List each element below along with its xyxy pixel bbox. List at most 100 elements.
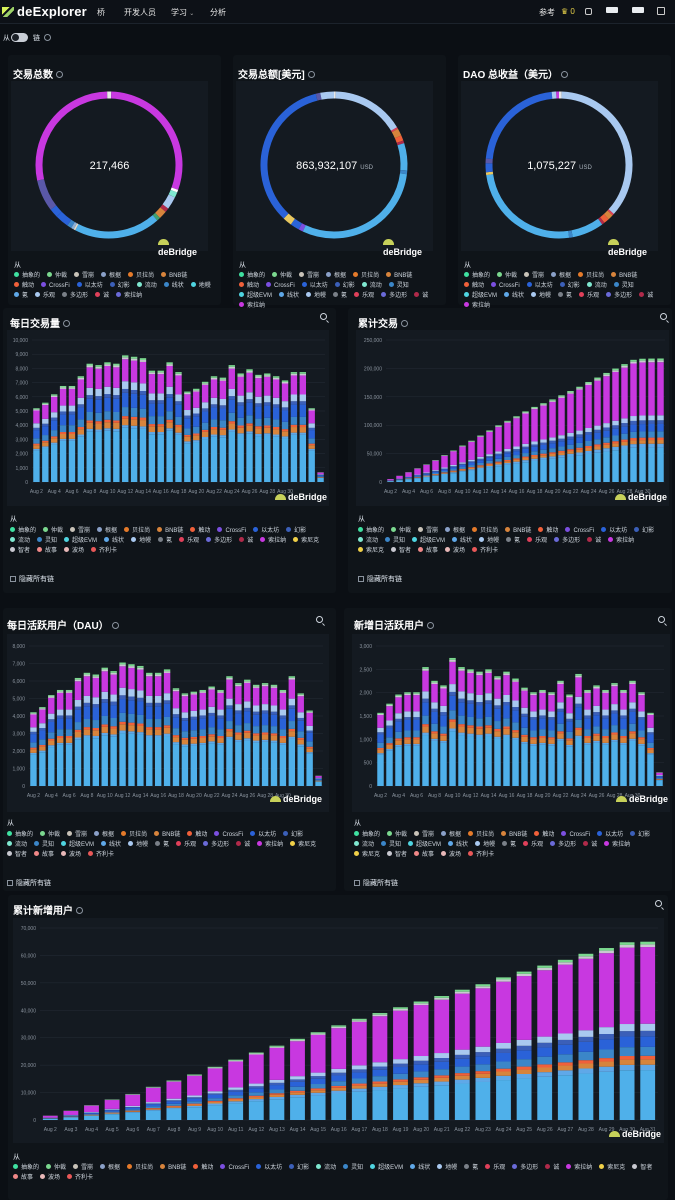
bar-segment[interactable] (351, 1083, 367, 1086)
bar-segment[interactable] (252, 733, 260, 736)
bar-segment[interactable] (486, 464, 493, 467)
donut-slice[interactable] (600, 214, 609, 223)
bar-segment[interactable] (619, 1064, 635, 1071)
bar-segment[interactable] (486, 460, 493, 464)
bar-segment[interactable] (63, 1110, 79, 1115)
bar-segment[interactable] (593, 688, 600, 706)
legend-item[interactable]: 根据 (441, 830, 461, 840)
bar-segment[interactable] (228, 1095, 244, 1099)
bar-segment[interactable] (65, 729, 73, 737)
bar-segment[interactable] (612, 425, 619, 429)
bar-segment[interactable] (549, 399, 556, 401)
bar-segment[interactable] (207, 1068, 223, 1092)
bar-segment[interactable] (290, 401, 298, 405)
bar-segment[interactable] (351, 1091, 367, 1120)
bar-segment[interactable] (187, 1095, 202, 1098)
bar-segment[interactable] (475, 1081, 491, 1120)
bar-segment[interactable] (537, 1047, 553, 1057)
bar-segment[interactable] (620, 718, 627, 730)
bar-segment[interactable] (575, 675, 582, 678)
bar-segment[interactable] (558, 452, 565, 456)
bar-segment[interactable] (279, 736, 287, 738)
bar-segment[interactable] (137, 734, 144, 786)
bar-segment[interactable] (310, 1095, 326, 1120)
legend-item[interactable]: 故事 (37, 546, 57, 556)
bar-segment[interactable] (621, 433, 628, 440)
bar-segment[interactable] (261, 741, 269, 786)
bar-segment[interactable] (648, 437, 655, 441)
bar-segment[interactable] (83, 727, 91, 730)
bar-segment[interactable] (130, 358, 138, 361)
bar-segment[interactable] (449, 695, 456, 711)
bar-segment[interactable] (42, 435, 49, 441)
bar-segment[interactable] (184, 428, 191, 435)
bar-segment[interactable] (516, 1039, 532, 1046)
bar-segment[interactable] (104, 1100, 120, 1109)
hide-checkbox[interactable] (7, 880, 13, 886)
bar-segment[interactable] (306, 711, 313, 713)
bar-segment[interactable] (621, 449, 628, 482)
bar-segment[interactable] (485, 703, 492, 717)
bar-segment[interactable] (308, 408, 315, 410)
bar-segment[interactable] (377, 734, 384, 743)
legend-item[interactable]: 雪崩 (524, 271, 544, 281)
bar-segment[interactable] (113, 431, 120, 482)
bar-segment[interactable] (125, 1109, 141, 1111)
legend-item[interactable]: 多边形 (606, 291, 632, 301)
bar-segment[interactable] (477, 458, 484, 461)
bar-segment[interactable] (145, 1106, 161, 1109)
legend-item[interactable]: 仲裁 (46, 1163, 66, 1173)
bar-segment[interactable] (619, 1047, 635, 1057)
bar-segment[interactable] (486, 431, 493, 455)
bar-segment[interactable] (593, 733, 600, 736)
bar-segment[interactable] (110, 736, 117, 786)
bar-segment[interactable] (104, 428, 111, 431)
legend-item[interactable]: 多边形 (62, 291, 88, 301)
bar-segment[interactable] (458, 726, 465, 733)
hide-all-chains[interactable]: 隐藏所有链 (358, 574, 402, 584)
bar-segment[interactable] (516, 1074, 532, 1079)
bar-segment[interactable] (486, 466, 493, 468)
bar-segment[interactable] (270, 735, 278, 741)
nav-link-developers[interactable]: 开发人员 (124, 8, 156, 17)
bar-segment[interactable] (255, 376, 262, 379)
bar-segment[interactable] (310, 1034, 326, 1073)
bar-segment[interactable] (449, 659, 456, 662)
bar-segment[interactable] (593, 740, 600, 743)
bar-segment[interactable] (110, 728, 117, 735)
bar-segment[interactable] (83, 729, 91, 736)
bar-segment[interactable] (255, 433, 262, 437)
bar-segment[interactable] (270, 684, 278, 687)
bar-segment[interactable] (431, 723, 438, 732)
bar-segment[interactable] (63, 1115, 79, 1117)
bar-segment[interactable] (557, 1070, 573, 1076)
bar-segment[interactable] (30, 754, 37, 786)
bar-segment[interactable] (56, 691, 64, 693)
bar-segment[interactable] (51, 417, 58, 421)
info-icon[interactable] (401, 320, 408, 327)
legend-item[interactable]: 智者 (10, 546, 30, 556)
bar-segment[interactable] (495, 464, 502, 467)
bar-segment[interactable] (235, 710, 242, 714)
bar-segment[interactable] (539, 709, 546, 716)
bar-segment[interactable] (310, 1090, 326, 1093)
bar-segment[interactable] (531, 444, 538, 447)
bar-segment[interactable] (217, 737, 224, 743)
bar-segment[interactable] (621, 439, 628, 442)
bar-segment[interactable] (163, 703, 171, 717)
bar-segment[interactable] (648, 358, 655, 361)
bar-segment[interactable] (404, 730, 411, 738)
bar-segment[interactable] (210, 379, 218, 398)
bar-segment[interactable] (33, 409, 40, 411)
bar-segment[interactable] (629, 733, 636, 739)
bar-segment[interactable] (516, 1045, 532, 1051)
bar-segment[interactable] (599, 1058, 614, 1062)
bar-segment[interactable] (647, 727, 654, 733)
bar-segment[interactable] (584, 691, 591, 693)
bar-segment[interactable] (125, 1106, 141, 1108)
bar-segment[interactable] (548, 692, 555, 694)
legend-item[interactable]: 波场 (445, 546, 465, 556)
bar-segment[interactable] (237, 433, 244, 436)
bar-segment[interactable] (351, 1069, 367, 1073)
bar-segment[interactable] (331, 1068, 347, 1073)
